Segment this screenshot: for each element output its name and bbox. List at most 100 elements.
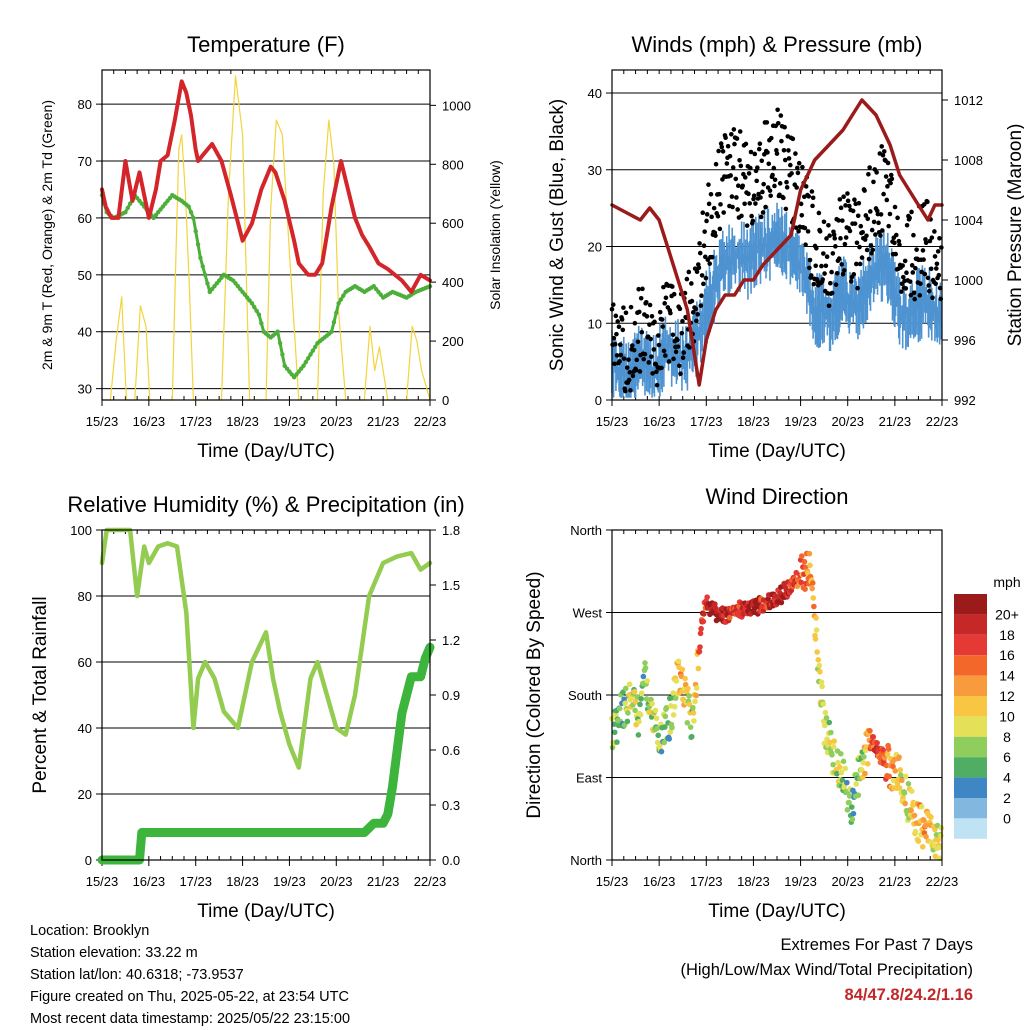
gust-point [806,194,812,199]
gust-point [862,237,868,242]
gust-point [807,257,813,263]
y-axis-right-label: Solar Insolation (Yellow) [487,160,503,310]
wind-direction-point [661,739,668,746]
wind-direction-point [638,690,645,697]
gust-point [768,135,774,141]
gust-point [764,120,770,125]
gust-point [902,258,908,264]
wind-direction-point [616,705,623,712]
wind-direction-point [679,666,686,673]
colorbar-unit: mph [993,574,1020,590]
x-tick-label: 17/23 [179,414,212,429]
gust-point [911,290,917,296]
gust-point [784,179,789,185]
wind-direction-point [690,710,697,716]
gust-point [895,215,900,221]
gust-point [623,310,629,316]
dewpoint-point [202,272,208,278]
gust-point [697,250,703,256]
gust-point [768,193,773,199]
gust-point [843,203,848,208]
gust-point [662,301,667,306]
wind-direction-point [902,773,909,780]
gust-point [918,281,923,286]
gust-point [709,254,715,260]
gust-point [859,255,865,260]
gust-point [854,240,860,246]
y-tick-label: North [570,523,602,538]
wind-direction-point [809,585,815,592]
gust-point [646,360,652,365]
wind-direction-point [704,594,710,600]
colorbar-label: 12 [999,688,1015,704]
gust-point [746,191,751,197]
gust-point [669,284,675,289]
wind-direction-point [861,754,867,760]
gust-point [642,351,648,357]
gust-point [829,269,834,275]
gust-point [654,382,660,388]
gust-point [867,209,873,214]
wind-direction-point [798,579,804,586]
wind-direction-point [822,722,828,729]
wind-direction-point [673,678,680,684]
wind-direction-point [822,709,829,716]
gust-point [640,286,645,292]
gust-point [733,176,739,182]
gust-point [822,271,827,276]
gust-point [823,263,829,269]
gust-point [857,261,863,267]
wind-direction-point [884,751,891,758]
y-tick-label: 10 [588,316,602,331]
gust-point [681,350,687,355]
wind-direction-point [935,837,941,843]
gust-point [680,318,685,324]
gust-point [709,214,714,220]
wind-direction-point [649,700,655,707]
gust-point [618,352,624,358]
gust-point [928,266,934,272]
gust-point [858,223,864,229]
y-right-tick-label: 1004 [954,213,983,228]
gust-point [907,215,912,221]
x-tick-label: 19/23 [273,874,306,889]
gust-point [836,218,841,223]
dewpoint-point [259,320,264,326]
gust-point [894,232,899,238]
x-tick-label: 18/23 [737,874,770,889]
y-right-tick-label: 200 [442,334,464,349]
wind-direction-point [831,738,837,744]
panel-title: Relative Humidity (%) & Precipitation (i… [67,492,464,517]
x-tick-label: 21/23 [879,874,912,889]
gust-point [816,210,822,216]
gust-point [889,176,895,182]
gust-point [749,213,754,219]
gust-point [802,225,808,231]
wind-direction-point [862,770,868,777]
wind-direction-point [806,550,813,557]
gust-point [880,228,885,233]
dewpoint-point [277,340,283,346]
gust-point [703,275,709,281]
gust-point [718,202,723,207]
wind-direction-point [877,754,883,761]
gust-point [871,179,876,185]
gust-point [892,240,897,246]
y-tick-label: 30 [588,163,602,178]
gust-point [856,200,862,206]
x-tick-label: 22/23 [926,414,959,429]
wind-direction-point [826,719,833,726]
wind-direction-point [921,817,927,824]
wind-direction-point [690,704,696,711]
gust-point [647,302,653,308]
wind-direction-point [823,715,830,721]
x-tick-label: 16/23 [643,414,676,429]
colorbar-label: 8 [1003,729,1011,745]
gust-point [833,244,838,249]
gust-point [778,113,784,118]
wind-direction-point [813,627,820,633]
gust-point [930,295,935,301]
gust-point [761,181,766,187]
y-tick-label: 100 [70,523,92,538]
wind-direction-point [842,765,848,772]
